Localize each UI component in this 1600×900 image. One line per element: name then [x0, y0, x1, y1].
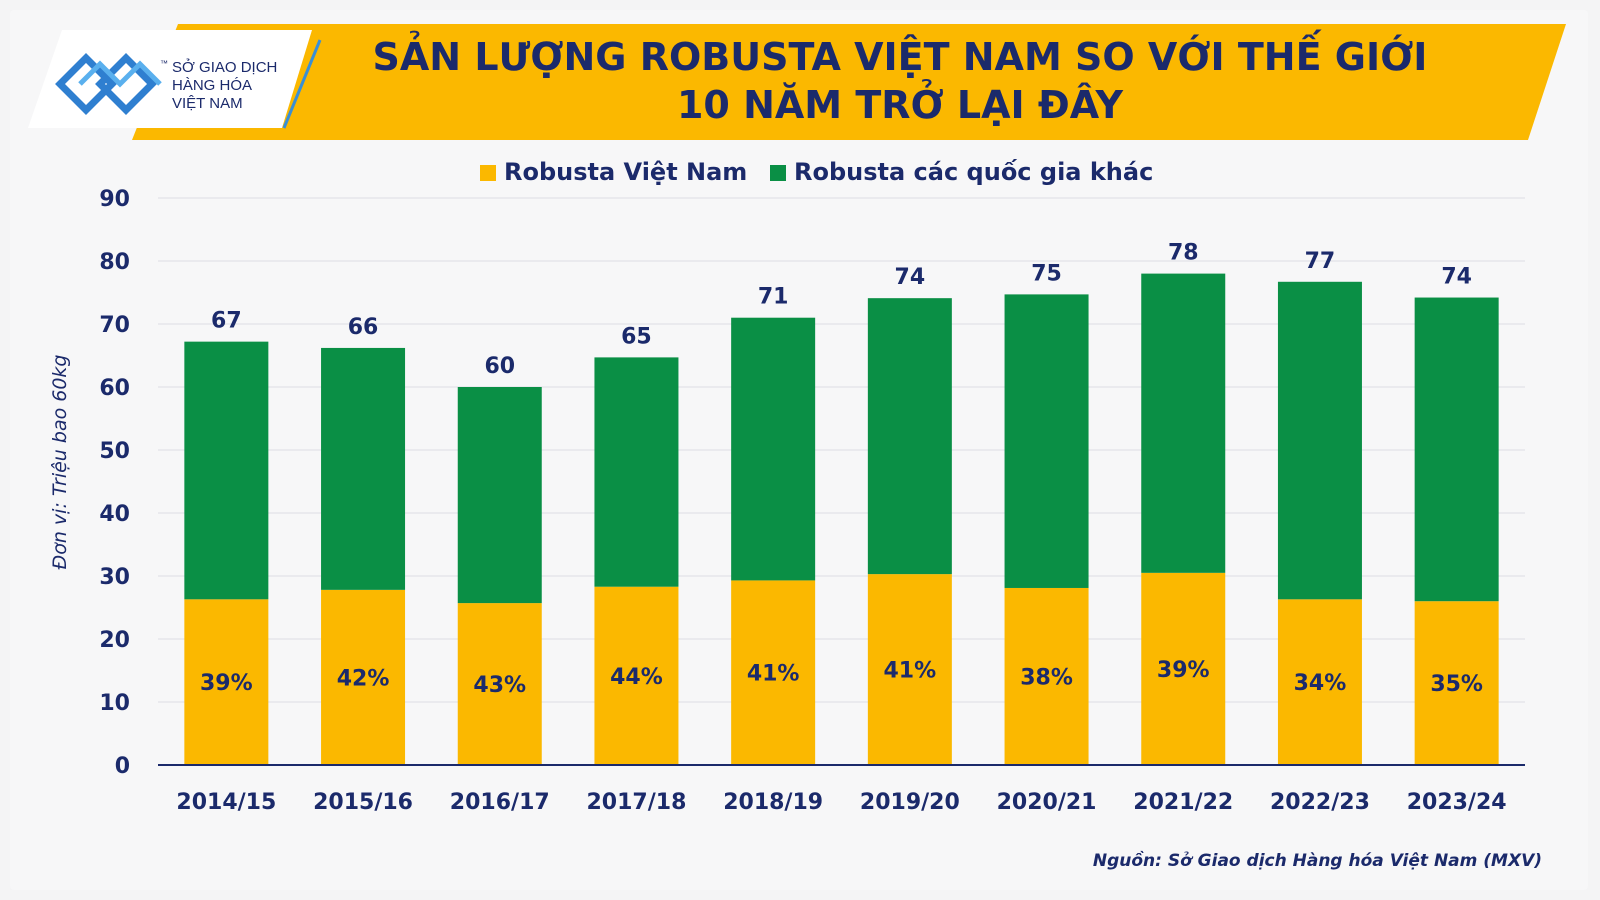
- x-tick-label: 2019/20: [860, 790, 960, 815]
- share-label: 43%: [473, 673, 526, 698]
- x-tick-label: 2022/23: [1270, 790, 1370, 815]
- y-tick-label: 80: [99, 250, 130, 275]
- logo: SỞ GIAO DỊCH HÀNG HÓA VIỆT NAM ™: [28, 30, 322, 129]
- bar-segment-others: [1277, 281, 1362, 600]
- bar-segment-vietnam: [731, 580, 816, 765]
- total-label: 71: [758, 285, 789, 310]
- logo-text-line1: SỞ GIAO DỊCH: [172, 58, 277, 76]
- x-axis-ticks: 2014/15 2015/16 2016/17 2017/18 2018/19 2019/…: [176, 790, 1506, 815]
- x-tick-label: 2016/17: [450, 790, 550, 815]
- x-tick-label: 2017/18: [587, 790, 687, 815]
- share-label: 41%: [884, 659, 937, 684]
- total-label: 74: [895, 265, 926, 290]
- y-tick-label: 50: [99, 439, 130, 464]
- bar-segment-vietnam: [1277, 599, 1362, 765]
- y-axis-ticks: 0 10 20 30 40 50 60 70 80 90: [99, 187, 130, 779]
- legend-label-others: Robusta các quốc gia khác: [794, 158, 1153, 186]
- bar-segment-vietnam: [1004, 587, 1089, 765]
- data-labels: 67 39% 66 42% 60 43% 65 44% 71 41% 74 41% 75 38% 78 39%…: [200, 241, 1483, 698]
- y-tick-label: 40: [99, 502, 130, 527]
- y-tick-label: 60: [99, 376, 130, 401]
- bar-segment-vietnam: [867, 574, 952, 765]
- share-label: 34%: [1294, 671, 1347, 696]
- bar-segment-vietnam: [321, 589, 406, 765]
- share-label: 41%: [747, 662, 800, 687]
- logo-trademark: ™: [160, 59, 168, 68]
- logo-text-line2: HÀNG HÓA: [172, 77, 252, 94]
- total-label: 74: [1441, 265, 1472, 290]
- share-label: 39%: [1157, 658, 1210, 683]
- share-label: 38%: [1020, 665, 1073, 690]
- total-label: 65: [621, 324, 652, 349]
- total-label: 60: [484, 354, 515, 379]
- title-banner: [132, 24, 1566, 140]
- x-tick-label: 2021/22: [1133, 790, 1233, 815]
- x-tick-label: 2014/15: [176, 790, 276, 815]
- y-axis-label: Đơn vị: Triệu bao 60kg: [49, 355, 71, 570]
- y-tick-label: 30: [99, 565, 130, 590]
- x-tick-label: 2015/16: [313, 790, 413, 815]
- bar-segment-vietnam: [1414, 601, 1499, 765]
- logo-accent-line: [282, 39, 322, 129]
- bar-segment-vietnam: [457, 603, 542, 765]
- total-label: 78: [1168, 241, 1199, 266]
- y-tick-label: 20: [99, 628, 130, 653]
- share-label: 39%: [200, 671, 253, 696]
- logo-mark-icon: [55, 53, 162, 115]
- bar-segment-others: [1141, 273, 1226, 573]
- legend-swatch-others: [770, 165, 786, 181]
- bar-segment-others: [321, 347, 406, 590]
- share-label: 42%: [337, 666, 390, 691]
- bar-segment-vietnam: [1141, 572, 1226, 765]
- bar-segment-others: [594, 357, 679, 587]
- logo-text-line3: VIỆT NAM: [172, 95, 243, 112]
- total-label: 75: [1031, 261, 1062, 286]
- bar-segment-others: [867, 298, 952, 575]
- y-tick-label: 0: [115, 754, 130, 779]
- y-tick-label: 90: [99, 187, 130, 212]
- bars: [184, 273, 1499, 765]
- share-label: 44%: [610, 665, 663, 690]
- bar-segment-others: [1414, 297, 1499, 602]
- legend-label-vietnam: Robusta Việt Nam: [504, 158, 747, 186]
- x-tick-label: 2020/21: [997, 790, 1097, 815]
- y-tick-label: 70: [99, 313, 130, 338]
- source-note: Nguồn: Sở Giao dịch Hàng hóa Việt Nam (M…: [1093, 850, 1542, 871]
- bar-segment-others: [731, 317, 816, 581]
- bar-segment-others: [184, 341, 269, 600]
- total-label: 66: [348, 315, 379, 340]
- x-tick-label: 2018/19: [723, 790, 823, 815]
- logo-background: [28, 30, 312, 128]
- chart-title-line2: 10 NĂM TRỞ LẠI ĐÂY: [677, 79, 1124, 127]
- bar-segment-vietnam: [184, 599, 269, 765]
- total-label: 77: [1305, 249, 1336, 274]
- bar-segment-others: [457, 387, 542, 604]
- legend: Robusta Việt Nam Robusta các quốc gia kh…: [480, 158, 1153, 186]
- share-label: 35%: [1430, 672, 1483, 697]
- chart-title-line1: SẢN LƯỢNG ROBUSTA VIỆT NAM SO VỚI THẾ GI…: [373, 30, 1428, 79]
- x-tick-label: 2023/24: [1407, 790, 1507, 815]
- y-tick-label: 10: [99, 691, 130, 716]
- legend-swatch-vietnam: [480, 165, 496, 181]
- total-label: 67: [211, 309, 242, 334]
- bar-segment-others: [1004, 294, 1089, 588]
- bar-segment-vietnam: [594, 586, 679, 765]
